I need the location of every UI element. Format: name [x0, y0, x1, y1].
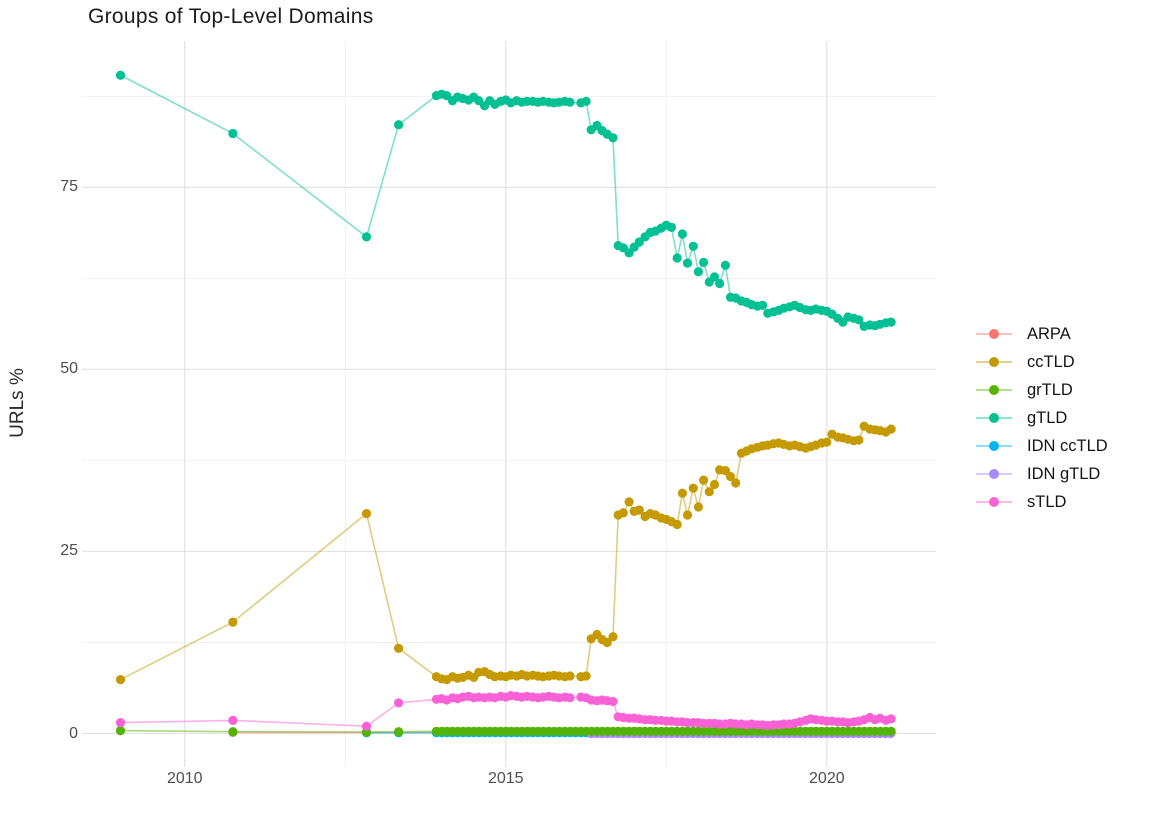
- data-point: [682, 258, 693, 268]
- data-point: [886, 714, 896, 724]
- legend-label: IDN ccTLD: [1027, 436, 1108, 455]
- data-point: [624, 497, 634, 507]
- data-point: [115, 70, 126, 80]
- legend-key-icon: [976, 320, 1012, 348]
- data-point: [361, 232, 372, 242]
- legend-label: ccTLD: [1027, 352, 1075, 371]
- data-point: [720, 260, 731, 270]
- legend-key-dot: [989, 329, 999, 339]
- data-point: [602, 637, 612, 648]
- data-point: [115, 726, 126, 736]
- data-point: [715, 278, 725, 289]
- data-point: [394, 727, 404, 737]
- data-point: [228, 617, 238, 627]
- data-point: [731, 478, 741, 488]
- y-tick-label: 50: [60, 360, 78, 378]
- data-point: [886, 424, 896, 434]
- data-point: [565, 693, 575, 703]
- data-point: [581, 671, 591, 681]
- legend-key-icon: [976, 460, 1012, 488]
- data-point: [886, 726, 896, 736]
- legend-key-dot: [989, 469, 999, 479]
- x-tick-label: 2020: [809, 770, 845, 787]
- legend-label: sTLD: [1027, 492, 1067, 511]
- legend: ARPA ccTLD grTLD gTLD IDN ccTLD IDN gTLD sTLD: [976, 320, 1108, 516]
- legend-key-icon: [976, 348, 1012, 376]
- data-point: [699, 257, 709, 267]
- legend-item-arpa: ARPA: [976, 320, 1108, 348]
- y-axis-title: URLs %: [7, 368, 28, 438]
- data-point: [394, 643, 404, 653]
- data-point: [565, 671, 575, 681]
- data-point: [608, 696, 618, 707]
- data-point: [228, 727, 238, 737]
- data-point: [699, 475, 709, 485]
- y-tick-label: 75: [60, 178, 78, 196]
- data-point: [672, 519, 682, 530]
- legend-item-gtld: gTLD: [976, 404, 1108, 432]
- data-point: [822, 437, 832, 447]
- data-point: [677, 229, 688, 239]
- data-point: [228, 715, 238, 726]
- data-point: [634, 505, 644, 515]
- data-point: [115, 718, 126, 728]
- legend-key-icon: [976, 404, 1012, 432]
- data-point: [709, 479, 720, 490]
- legend-item-idn-cctld: IDN ccTLD: [976, 432, 1108, 460]
- data-point: [758, 300, 768, 310]
- data-point: [725, 471, 736, 482]
- legend-key-icon: [976, 488, 1012, 516]
- data-point: [608, 133, 618, 143]
- data-point: [854, 315, 864, 325]
- data-point: [618, 508, 628, 518]
- y-tick-label: 0: [69, 724, 78, 742]
- y-tick-label: 25: [60, 542, 78, 560]
- data-point: [709, 272, 720, 282]
- legend-label: gTLD: [1027, 408, 1068, 427]
- legend-key-dot: [989, 413, 999, 423]
- data-point: [886, 317, 896, 327]
- data-point: [361, 721, 372, 731]
- data-point: [565, 97, 575, 107]
- data-point: [693, 267, 704, 277]
- legend-key-dot: [989, 441, 999, 451]
- legend-key-dot: [989, 497, 999, 507]
- legend-label: ARPA: [1027, 324, 1071, 343]
- data-point: [688, 483, 698, 493]
- data-point: [394, 120, 404, 130]
- legend-item-cctld: ccTLD: [976, 348, 1108, 376]
- data-point: [228, 128, 238, 139]
- data-point: [704, 487, 714, 497]
- legend-key-icon: [976, 376, 1012, 404]
- data-point: [666, 222, 677, 232]
- data-point: [854, 435, 864, 445]
- data-point: [361, 508, 372, 519]
- data-point: [581, 96, 591, 106]
- legend-item-stld: sTLD: [976, 488, 1108, 516]
- x-tick-label: 2015: [487, 770, 524, 787]
- data-point: [693, 502, 704, 512]
- chart-title: Groups of Top-Level Domains: [88, 5, 374, 28]
- legend-item-grtld: grTLD: [976, 376, 1108, 404]
- legend-item-idn-gtld: IDN gTLD: [976, 460, 1108, 488]
- data-point: [115, 675, 126, 685]
- data-point: [682, 510, 693, 520]
- legend-label: grTLD: [1027, 380, 1073, 399]
- data-point: [688, 241, 698, 251]
- legend-key-icon: [976, 432, 1012, 460]
- legend-key-dot: [989, 385, 999, 395]
- data-point: [672, 253, 682, 263]
- data-point: [394, 698, 404, 708]
- x-tick-label: 2010: [166, 770, 203, 787]
- data-point: [677, 488, 688, 498]
- legend-label: IDN gTLD: [1027, 464, 1101, 483]
- data-point: [608, 632, 618, 642]
- legend-key-dot: [989, 357, 999, 367]
